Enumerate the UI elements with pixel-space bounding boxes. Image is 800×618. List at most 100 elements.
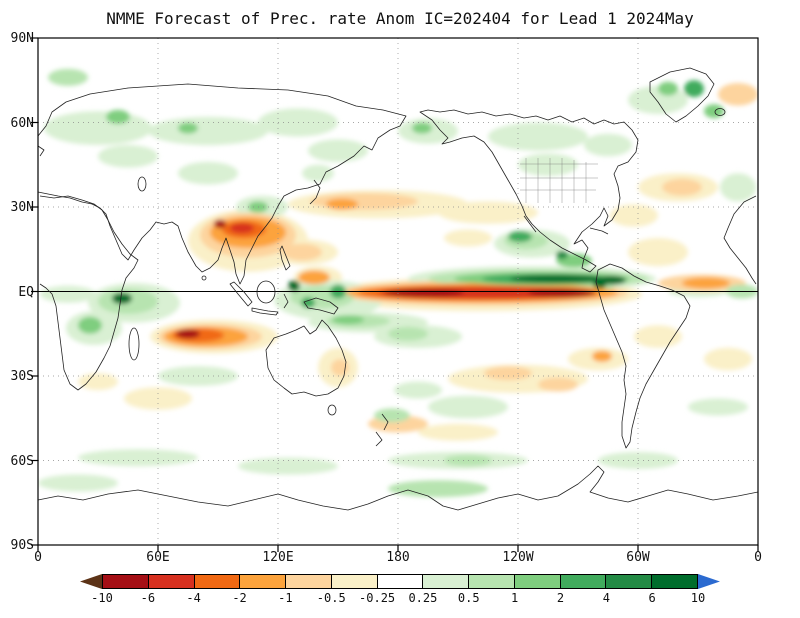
colorbar-segment — [560, 574, 607, 589]
colorbar-label: -4 — [186, 591, 201, 605]
anomaly-region — [176, 329, 200, 339]
anomaly-region — [662, 178, 702, 196]
anomaly-region — [148, 116, 268, 146]
colorbar-label: 1 — [510, 591, 519, 605]
anomaly-region — [78, 316, 102, 334]
anomaly-region — [301, 297, 315, 309]
colorbar-arrow-low — [80, 574, 102, 589]
y-tick-30n: 30N — [10, 200, 34, 215]
anomaly-region — [704, 347, 752, 371]
coastline-cuba — [589, 227, 609, 235]
map-panel — [28, 28, 768, 558]
coastline-iceland — [714, 108, 726, 116]
y-tick-90s: 90S — [10, 538, 34, 553]
coastline-africa — [39, 195, 139, 391]
anomaly-region — [48, 68, 88, 86]
colorbar-labels: -10 -6 -4 -2 -1 -0.5 -0.25 0.25 0.5 1 2 … — [80, 591, 720, 607]
anomaly-region — [40, 285, 96, 303]
coastline-south-america — [595, 263, 691, 449]
colorbar-segment — [652, 574, 698, 589]
us-state-borders — [520, 158, 598, 203]
anomaly-region — [484, 366, 532, 381]
colorbar-label: -2 — [232, 591, 247, 605]
coastline-eurasia — [37, 83, 407, 285]
anomaly-region — [302, 164, 334, 182]
colorbar-segment — [514, 574, 561, 589]
coastline-new-zealand — [375, 413, 389, 447]
anomaly-region — [584, 133, 632, 157]
colorbar-label: 10 — [690, 591, 706, 605]
coastline-baja — [523, 215, 537, 233]
anomaly-region — [538, 377, 578, 392]
anomaly-region — [684, 80, 704, 98]
anomaly-region — [38, 474, 118, 492]
colorbar-arrow-high — [697, 574, 720, 589]
anomaly-region — [488, 122, 588, 151]
colorbar-label: -6 — [140, 591, 156, 605]
coastline-australia — [265, 319, 347, 397]
colorbar-label: 2 — [556, 591, 565, 605]
anomaly-region — [106, 109, 130, 124]
anomaly-region — [178, 161, 238, 185]
anomaly-region — [428, 395, 508, 419]
anomaly-region — [556, 250, 568, 260]
anomaly-region — [412, 122, 432, 134]
colorbar-segment — [286, 574, 332, 589]
colorbar-segment — [331, 574, 378, 589]
anomaly-region — [78, 449, 198, 467]
coastline-madagascar — [128, 327, 140, 361]
colorbar-segment — [469, 574, 515, 589]
coastline-tasmania — [327, 404, 337, 416]
anomaly-region — [592, 350, 612, 362]
anomaly-region — [518, 153, 578, 177]
coastline-uk — [37, 145, 45, 157]
anomaly-region — [388, 480, 488, 498]
anomaly-region — [230, 223, 254, 234]
anomaly-region — [528, 288, 596, 298]
coastline-west-africa — [723, 195, 757, 285]
anomaly-region — [682, 277, 730, 289]
anomaly-region — [510, 274, 606, 283]
anomaly-region — [214, 219, 226, 229]
y-tick-30s: 30S — [10, 369, 34, 384]
anomaly-region — [98, 145, 158, 168]
anomaly-region — [658, 81, 678, 96]
x-tick-0e: 0 — [34, 550, 42, 565]
anomaly-shading-layer — [38, 68, 758, 498]
anomaly-region — [593, 277, 607, 289]
colorbar-label: -1 — [278, 591, 293, 605]
colorbar-segment — [240, 574, 287, 589]
anomaly-region — [298, 270, 330, 285]
colorbar-label: -0.5 — [316, 591, 346, 605]
colorbar-label: 4 — [602, 591, 610, 605]
anomaly-region — [628, 238, 688, 267]
anomaly-region — [438, 201, 538, 224]
anomaly-region — [720, 173, 756, 202]
x-tick-60w: 60W — [626, 550, 650, 565]
anomaly-region — [374, 408, 410, 423]
coastline-japan — [309, 179, 321, 205]
anomaly-region — [688, 398, 748, 416]
anomaly-region — [610, 204, 658, 227]
anomaly-region — [394, 381, 442, 399]
colorbar-label: -0.25 — [359, 591, 396, 605]
coastline-srilanka — [201, 275, 207, 281]
world-map-svg — [31, 37, 759, 552]
coastline-new-guinea — [303, 297, 339, 315]
coastline-antarctica — [37, 465, 759, 511]
colorbar-segment — [102, 574, 149, 589]
anomaly-region — [112, 292, 132, 305]
colorbar-segment — [423, 574, 470, 589]
anomaly-region — [388, 326, 428, 341]
caspian-sea — [137, 176, 147, 192]
coastline-borneo — [256, 280, 276, 304]
anomaly-region — [44, 111, 152, 145]
anomaly-region — [384, 288, 464, 298]
colorbar — [80, 574, 720, 589]
coastline-greenland — [649, 67, 715, 123]
anomaly-region — [418, 423, 498, 441]
colorbar-segment — [377, 574, 424, 589]
anomaly-region — [628, 85, 688, 115]
anomaly-region — [704, 104, 724, 119]
